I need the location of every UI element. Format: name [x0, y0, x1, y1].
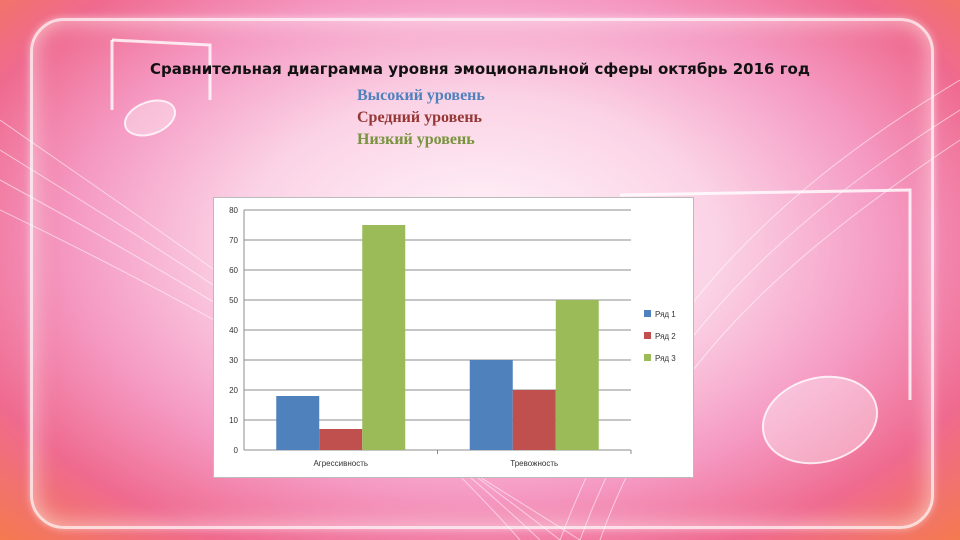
bar-chart-svg: 0 10 20 30 40 50 60 70 80 Агрессивность Тревожност… — [229, 206, 676, 468]
y-tick-label: 30 — [229, 356, 238, 365]
level-high: Высокий уровень — [357, 87, 485, 104]
y-tick-label: 70 — [229, 236, 238, 245]
level-low: Низкий уровень — [357, 131, 475, 148]
bar — [319, 429, 363, 450]
x-tick-label: Тревожность — [510, 459, 558, 468]
bar-chart: 0 10 20 30 40 50 60 70 80 Агрессивность Тревожност… — [213, 197, 694, 478]
y-tick-label: 20 — [229, 386, 238, 395]
bar — [276, 396, 320, 450]
legend-label: Ряд 1 — [655, 310, 676, 319]
y-tick-label: 10 — [229, 416, 238, 425]
y-tick-label: 60 — [229, 266, 238, 275]
legend-label: Ряд 3 — [655, 354, 676, 363]
y-tick-label: 50 — [229, 296, 238, 305]
slide-title: Сравнительная диаграмма уровня эмоционал… — [150, 60, 810, 78]
legend-swatch — [644, 332, 651, 339]
x-tick-label: Агрессивность — [313, 459, 368, 468]
bar — [555, 300, 599, 450]
bar — [362, 225, 406, 450]
level-medium: Средний уровень — [357, 109, 483, 126]
legend-swatch — [644, 354, 651, 361]
slide-frame — [30, 18, 934, 529]
legend-swatch — [644, 310, 651, 317]
y-tick-label: 0 — [234, 446, 239, 455]
bar — [512, 390, 556, 450]
y-tick-label: 80 — [229, 206, 238, 215]
level-legend: Высокий уровень Средний уровень Низкий у… — [357, 85, 485, 151]
bar — [469, 360, 513, 450]
legend-label: Ряд 2 — [655, 332, 676, 341]
y-tick-label: 40 — [229, 326, 238, 335]
